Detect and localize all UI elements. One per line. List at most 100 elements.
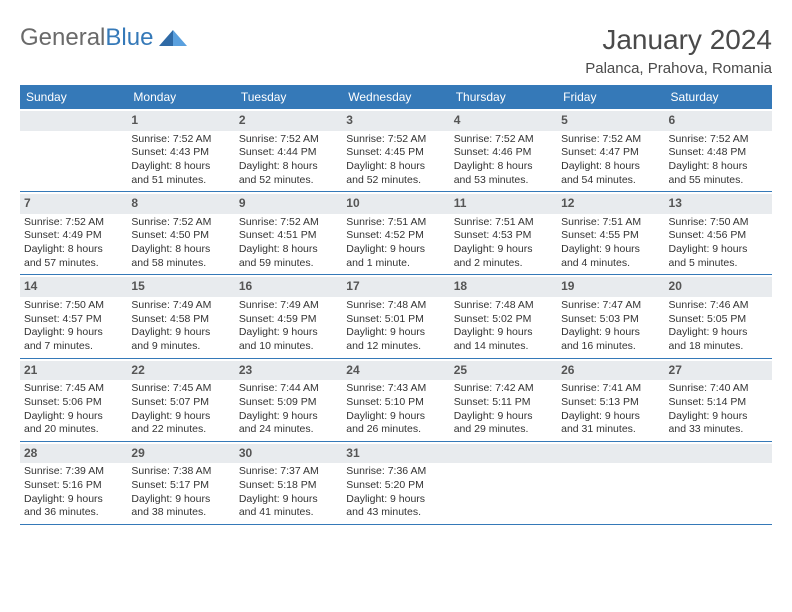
day-d1: Daylight: 9 hours bbox=[239, 410, 338, 424]
day-d1: Daylight: 9 hours bbox=[131, 326, 230, 340]
day-sunset: Sunset: 4:55 PM bbox=[561, 229, 660, 243]
day-number: 30 bbox=[239, 446, 252, 460]
logo: GeneralBlue bbox=[20, 24, 189, 52]
day-d1: Daylight: 9 hours bbox=[24, 493, 123, 507]
day-number: 13 bbox=[669, 196, 682, 210]
day-number: 25 bbox=[454, 363, 467, 377]
day-number: 4 bbox=[454, 113, 461, 127]
dow-thursday: Thursday bbox=[450, 85, 557, 109]
dow-header-row: Sunday Monday Tuesday Wednesday Thursday… bbox=[20, 85, 772, 109]
daynum-row: 25 bbox=[450, 361, 557, 381]
day-sunrise: Sunrise: 7:48 AM bbox=[346, 299, 445, 313]
daynum-row: 7 bbox=[20, 194, 127, 214]
day-sunrise: Sunrise: 7:52 AM bbox=[24, 216, 123, 230]
daynum-row: 11 bbox=[450, 194, 557, 214]
day-sunrise: Sunrise: 7:52 AM bbox=[669, 133, 768, 147]
day-sunrise: Sunrise: 7:45 AM bbox=[24, 382, 123, 396]
day-number: 3 bbox=[346, 113, 353, 127]
day-d1: Daylight: 9 hours bbox=[454, 326, 553, 340]
day-d2: and 4 minutes. bbox=[561, 257, 660, 271]
day-d2: and 59 minutes. bbox=[239, 257, 338, 271]
day-number: 27 bbox=[669, 363, 682, 377]
day-sunset: Sunset: 4:57 PM bbox=[24, 313, 123, 327]
day-d1: Daylight: 9 hours bbox=[669, 326, 768, 340]
header: GeneralBlue January 2024 Palanca, Prahov… bbox=[20, 24, 772, 77]
daynum-row: 29 bbox=[127, 444, 234, 464]
day-d1: Daylight: 9 hours bbox=[346, 326, 445, 340]
day-d1: Daylight: 9 hours bbox=[131, 410, 230, 424]
daynum-row: 10 bbox=[342, 194, 449, 214]
day-number: 24 bbox=[346, 363, 359, 377]
day-d1: Daylight: 9 hours bbox=[346, 493, 445, 507]
day-cell: 30Sunrise: 7:37 AMSunset: 5:18 PMDayligh… bbox=[235, 442, 342, 524]
week-row: 21Sunrise: 7:45 AMSunset: 5:06 PMDayligh… bbox=[20, 359, 772, 442]
day-d2: and 33 minutes. bbox=[669, 423, 768, 437]
day-d2: and 22 minutes. bbox=[131, 423, 230, 437]
week-row: 1Sunrise: 7:52 AMSunset: 4:43 PMDaylight… bbox=[20, 109, 772, 192]
day-cell: 15Sunrise: 7:49 AMSunset: 4:58 PMDayligh… bbox=[127, 275, 234, 357]
day-sunset: Sunset: 5:14 PM bbox=[669, 396, 768, 410]
day-d2: and 5 minutes. bbox=[669, 257, 768, 271]
daynum-row: 8 bbox=[127, 194, 234, 214]
dow-sunday: Sunday bbox=[20, 85, 127, 109]
day-sunrise: Sunrise: 7:50 AM bbox=[669, 216, 768, 230]
day-d2: and 52 minutes. bbox=[239, 174, 338, 188]
day-sunset: Sunset: 5:07 PM bbox=[131, 396, 230, 410]
day-d1: Daylight: 9 hours bbox=[454, 243, 553, 257]
day-sunrise: Sunrise: 7:43 AM bbox=[346, 382, 445, 396]
day-sunset: Sunset: 5:11 PM bbox=[454, 396, 553, 410]
day-number: 8 bbox=[131, 196, 138, 210]
day-cell: 19Sunrise: 7:47 AMSunset: 5:03 PMDayligh… bbox=[557, 275, 664, 357]
day-d2: and 7 minutes. bbox=[24, 340, 123, 354]
day-d2: and 18 minutes. bbox=[669, 340, 768, 354]
day-sunrise: Sunrise: 7:52 AM bbox=[346, 133, 445, 147]
day-sunrise: Sunrise: 7:36 AM bbox=[346, 465, 445, 479]
daynum-row: 4 bbox=[450, 111, 557, 131]
day-cell: 4Sunrise: 7:52 AMSunset: 4:46 PMDaylight… bbox=[450, 109, 557, 191]
day-d1: Daylight: 9 hours bbox=[561, 326, 660, 340]
day-cell: 20Sunrise: 7:46 AMSunset: 5:05 PMDayligh… bbox=[665, 275, 772, 357]
day-d1: Daylight: 9 hours bbox=[346, 410, 445, 424]
day-sunrise: Sunrise: 7:52 AM bbox=[131, 133, 230, 147]
day-number: 5 bbox=[561, 113, 568, 127]
day-sunrise: Sunrise: 7:52 AM bbox=[131, 216, 230, 230]
daynum-row: 12 bbox=[557, 194, 664, 214]
day-d1: Daylight: 9 hours bbox=[131, 493, 230, 507]
day-d2: and 38 minutes. bbox=[131, 506, 230, 520]
day-d1: Daylight: 9 hours bbox=[346, 243, 445, 257]
day-sunrise: Sunrise: 7:38 AM bbox=[131, 465, 230, 479]
daynum-row: 13 bbox=[665, 194, 772, 214]
day-sunrise: Sunrise: 7:45 AM bbox=[131, 382, 230, 396]
day-sunset: Sunset: 5:17 PM bbox=[131, 479, 230, 493]
day-number: 2 bbox=[239, 113, 246, 127]
day-d1: Daylight: 9 hours bbox=[561, 243, 660, 257]
daynum-row: 23 bbox=[235, 361, 342, 381]
daynum-row: 2 bbox=[235, 111, 342, 131]
day-number: 12 bbox=[561, 196, 574, 210]
day-number: 1 bbox=[131, 113, 138, 127]
day-sunrise: Sunrise: 7:51 AM bbox=[454, 216, 553, 230]
day-d2: and 1 minute. bbox=[346, 257, 445, 271]
location: Palanca, Prahova, Romania bbox=[585, 60, 772, 77]
daynum-row: 6 bbox=[665, 111, 772, 131]
day-sunset: Sunset: 4:43 PM bbox=[131, 146, 230, 160]
day-sunset: Sunset: 4:59 PM bbox=[239, 313, 338, 327]
day-d2: and 20 minutes. bbox=[24, 423, 123, 437]
day-number: 16 bbox=[239, 279, 252, 293]
day-cell: 24Sunrise: 7:43 AMSunset: 5:10 PMDayligh… bbox=[342, 359, 449, 441]
dow-friday: Friday bbox=[557, 85, 664, 109]
day-cell: 18Sunrise: 7:48 AMSunset: 5:02 PMDayligh… bbox=[450, 275, 557, 357]
day-sunset: Sunset: 5:13 PM bbox=[561, 396, 660, 410]
day-number: 19 bbox=[561, 279, 574, 293]
daynum-row: 28 bbox=[20, 444, 127, 464]
day-number: 10 bbox=[346, 196, 359, 210]
day-sunset: Sunset: 4:45 PM bbox=[346, 146, 445, 160]
daynum-row: 19 bbox=[557, 277, 664, 297]
week-row: 28Sunrise: 7:39 AMSunset: 5:16 PMDayligh… bbox=[20, 442, 772, 525]
day-cell: 1Sunrise: 7:52 AMSunset: 4:43 PMDaylight… bbox=[127, 109, 234, 191]
day-d1: Daylight: 9 hours bbox=[24, 326, 123, 340]
day-cell: 14Sunrise: 7:50 AMSunset: 4:57 PMDayligh… bbox=[20, 275, 127, 357]
day-number: 26 bbox=[561, 363, 574, 377]
daynum-row: 21 bbox=[20, 361, 127, 381]
day-sunset: Sunset: 4:46 PM bbox=[454, 146, 553, 160]
